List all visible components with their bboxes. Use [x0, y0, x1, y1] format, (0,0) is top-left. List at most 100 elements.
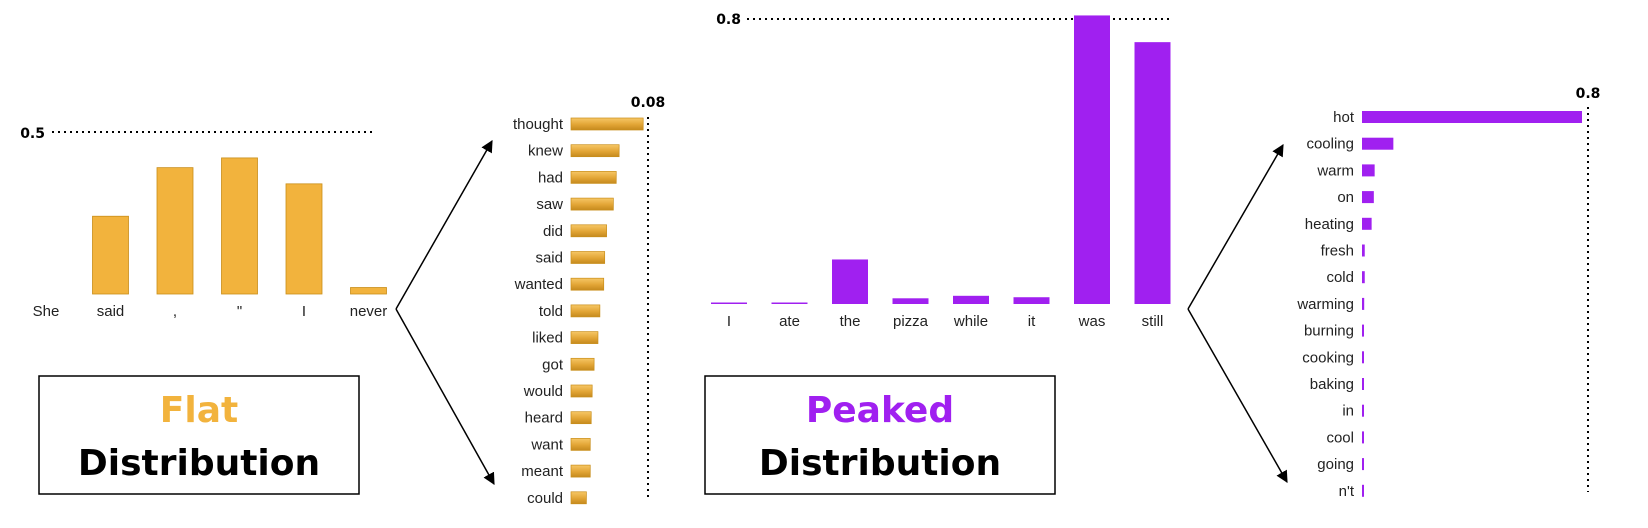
flat-next-tick-label: saw: [536, 196, 563, 213]
flat-context-tick-label: said: [97, 303, 125, 320]
peaked-context-limit-label: 0.8: [716, 12, 741, 28]
peaked-next-tick-label: fresh: [1321, 243, 1354, 260]
flat-caption-noun: Distribution: [78, 443, 320, 484]
peaked-context-bar: [1134, 42, 1171, 304]
peaked-context-bar: [771, 302, 808, 304]
peaked-context-tick-label: still: [1142, 313, 1164, 330]
flat-next-tick-label: could: [527, 490, 563, 507]
flat-context-bar: [221, 157, 258, 295]
peaked-context-bar: [892, 298, 929, 304]
flat-next-bar: [570, 304, 601, 318]
peaked-next-bar: [1362, 137, 1394, 150]
flat-context-tick-label: She: [33, 303, 60, 320]
peaked-next-bar: [1362, 431, 1364, 444]
peaked-context-tick-label: pizza: [893, 313, 929, 330]
peaked-next-bar: [1362, 404, 1364, 417]
peaked-context-tick-label: the: [840, 313, 861, 330]
flat-arrow-up: [395, 139, 493, 310]
peaked-context-bar: [832, 259, 868, 304]
peaked-next-tick-label: heating: [1305, 216, 1354, 233]
peaked-arrow-up: [1187, 143, 1284, 310]
peaked-next-bar: [1362, 111, 1582, 123]
flat-next-tick-label: did: [543, 223, 563, 240]
peaked-next-tick-label: baking: [1310, 376, 1354, 393]
flat-zoom-arrows: [395, 139, 495, 486]
peaked-next-tick-label: cooking: [1302, 349, 1354, 366]
peaked-next-bar: [1362, 378, 1364, 390]
flat-next-bar: [570, 197, 614, 211]
peaked-next-tick-label: in: [1342, 403, 1354, 420]
peaked-next-limit-label: 0.8: [1576, 86, 1601, 102]
peaked-context-tick-label: ate: [779, 313, 800, 330]
peaked-next-tick-label: hot: [1333, 109, 1355, 126]
peaked-context-tick-label: was: [1078, 313, 1106, 330]
flat-next-tick-label: had: [538, 169, 563, 186]
flat-next-bar: [570, 438, 591, 451]
flat-next-bar: [570, 491, 587, 505]
peaked-context-bar: [711, 302, 747, 304]
peaked-next-tick-label: on: [1337, 189, 1354, 206]
flat-context-tick-label: never: [350, 303, 388, 320]
peaked-next-tick-label: cool: [1326, 429, 1354, 446]
flat-next-tick-label: told: [539, 303, 563, 320]
flat-next-tick-label: got: [542, 356, 564, 373]
flat-next-tick-label: thought: [513, 116, 564, 133]
flat-next-bar: [570, 251, 606, 264]
flat-caption-word: Flat: [160, 390, 238, 431]
flat-next-bar: [570, 117, 644, 131]
peaked-caption-noun: Distribution: [759, 443, 1001, 484]
peaked-context-tick-label: I: [727, 313, 731, 330]
peaked-next-tick-label: burning: [1304, 323, 1354, 340]
flat-next-tick-label: wanted: [514, 276, 563, 293]
peaked-next-bar: [1362, 244, 1365, 257]
flat-caption-box: Flat Distribution: [38, 375, 360, 495]
flat-next-tick-label: heard: [525, 410, 563, 427]
flat-context-bar: [156, 167, 194, 295]
peaked-next-bar: [1362, 191, 1374, 204]
flat-context-bar: [285, 183, 323, 295]
peaked-zoom-arrows: [1187, 143, 1288, 484]
peaked-next-tick-label: warming: [1296, 296, 1354, 313]
flat-next-bar: [570, 464, 591, 478]
flat-context-limit-label: 0.5: [20, 126, 45, 142]
flat-context-tick-label: ,: [173, 303, 177, 320]
peaked-next-bar: [1362, 217, 1372, 230]
peaked-next-tick-label: warm: [1316, 162, 1354, 179]
flat-context-tick-label: I: [302, 303, 306, 320]
flat-next-bar: [570, 411, 592, 425]
flat-context-bar: [350, 287, 387, 295]
flat-next-tick-label: knew: [528, 143, 563, 160]
flat-next-bar: [570, 224, 607, 238]
peaked-caption-word: Peaked: [806, 390, 954, 431]
flat-next-bar: [570, 171, 617, 184]
flat-arrow-down: [395, 308, 495, 486]
flat-next-tick-label: liked: [532, 330, 563, 347]
flat-next-tick-label: meant: [521, 463, 564, 480]
peaked-next-tick-label: n't: [1339, 483, 1355, 500]
peaked-next-bar: [1362, 351, 1364, 364]
flat-next-bar: [570, 277, 605, 291]
peaked-next-bar: [1362, 271, 1365, 284]
peaked-context-bar: [1013, 297, 1050, 304]
flat-next-bar: [570, 144, 620, 158]
peaked-caption-frame: [704, 375, 1056, 495]
flat-context-tick-label: ": [237, 303, 242, 320]
peaked-next-tick-label: cold: [1326, 269, 1354, 286]
peaked-context-tick-label: it: [1028, 313, 1036, 330]
peaked-next-tick-label: going: [1317, 456, 1354, 473]
peaked-context-bar: [1074, 15, 1110, 304]
peaked-context-bar: [953, 295, 989, 304]
flat-caption-frame: [38, 375, 360, 495]
flat-next-bar: [570, 384, 593, 398]
flat-next-bar: [570, 357, 595, 371]
flat-next-tick-label: would: [523, 383, 563, 400]
flat-context-bar: [92, 215, 129, 295]
peaked-next-bar: [1362, 297, 1365, 310]
flat-next-tick-label: said: [535, 250, 563, 267]
flat-next-limit-label: 0.08: [631, 95, 666, 111]
peaked-caption-box: Peaked Distribution: [704, 375, 1056, 495]
flat-next-chart: 0.08 thought knew had saw did said wanted told l…: [513, 95, 665, 507]
peaked-next-chart: 0.8 hot cooling warm on heating fresh cold warm…: [1296, 86, 1600, 500]
